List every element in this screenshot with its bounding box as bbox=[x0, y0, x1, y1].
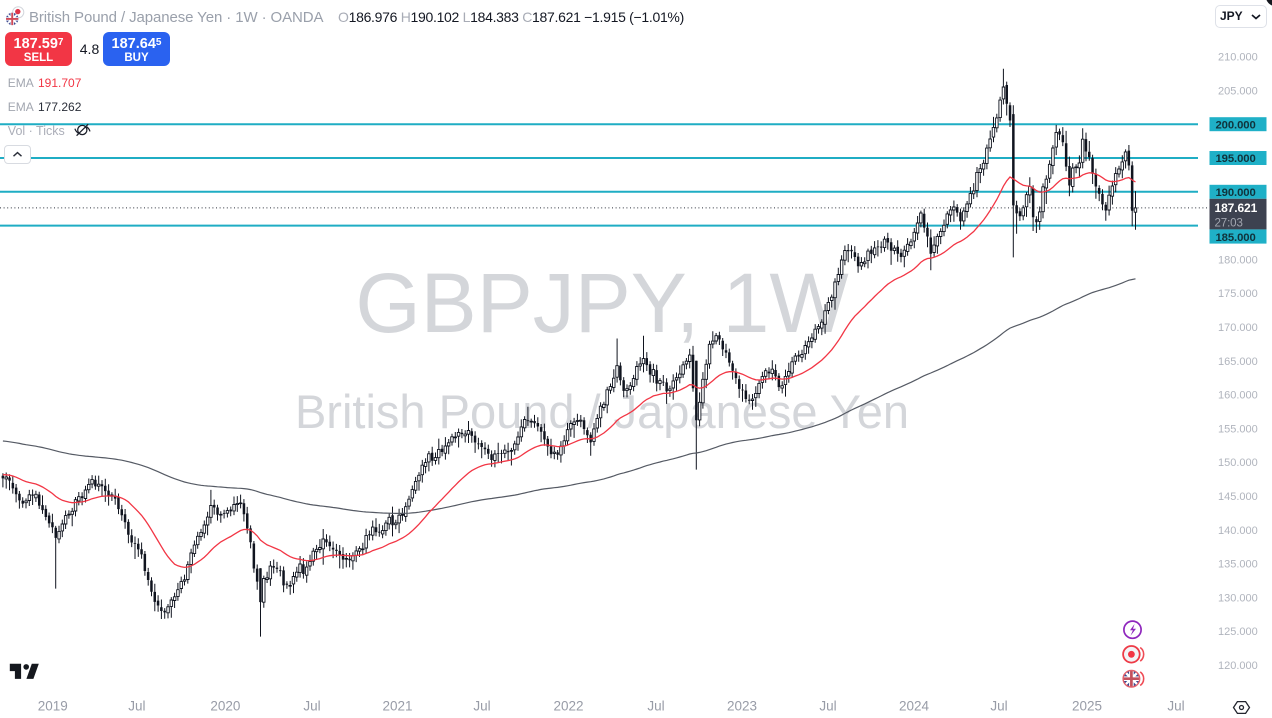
svg-text:Jul: Jul bbox=[128, 699, 145, 714]
svg-text:210.000: 210.000 bbox=[1218, 52, 1258, 64]
svg-text:2025: 2025 bbox=[1072, 699, 1102, 714]
svg-text:200.000: 200.000 bbox=[1216, 119, 1256, 131]
svg-text:180.000: 180.000 bbox=[1218, 254, 1258, 266]
svg-text:125.000: 125.000 bbox=[1218, 626, 1258, 638]
svg-text:Jul: Jul bbox=[473, 699, 490, 714]
svg-text:Jul: Jul bbox=[1167, 699, 1184, 714]
svg-text:GBPJPY, 1W: GBPJPY, 1W bbox=[355, 256, 848, 350]
svg-text:170.000: 170.000 bbox=[1218, 322, 1258, 334]
svg-text:Jul: Jul bbox=[990, 699, 1007, 714]
svg-text:2020: 2020 bbox=[210, 699, 240, 714]
svg-text:135.000: 135.000 bbox=[1218, 559, 1258, 571]
svg-text:150.000: 150.000 bbox=[1218, 457, 1258, 469]
svg-text:195.000: 195.000 bbox=[1216, 153, 1256, 165]
svg-text:160.000: 160.000 bbox=[1218, 390, 1258, 402]
svg-text:155.000: 155.000 bbox=[1218, 423, 1258, 435]
svg-text:2024: 2024 bbox=[899, 699, 930, 714]
svg-text:Jul: Jul bbox=[819, 699, 836, 714]
svg-text:Jul: Jul bbox=[303, 699, 320, 714]
svg-text:205.000: 205.000 bbox=[1218, 85, 1258, 97]
svg-text:140.000: 140.000 bbox=[1218, 525, 1258, 537]
svg-text:27:03: 27:03 bbox=[1215, 217, 1243, 229]
svg-text:145.000: 145.000 bbox=[1218, 491, 1258, 503]
svg-text:165.000: 165.000 bbox=[1218, 356, 1258, 368]
svg-text:175.000: 175.000 bbox=[1218, 288, 1258, 300]
svg-text:Jul: Jul bbox=[647, 699, 664, 714]
svg-text:187.621: 187.621 bbox=[1215, 201, 1258, 215]
svg-text:185.000: 185.000 bbox=[1216, 232, 1256, 244]
svg-text:120.000: 120.000 bbox=[1218, 660, 1258, 672]
svg-text:190.000: 190.000 bbox=[1216, 187, 1256, 199]
svg-text:130.000: 130.000 bbox=[1218, 592, 1258, 604]
svg-text:2023: 2023 bbox=[727, 699, 757, 714]
svg-text:2021: 2021 bbox=[382, 699, 412, 714]
svg-text:2019: 2019 bbox=[38, 699, 68, 714]
svg-text:2022: 2022 bbox=[553, 699, 583, 714]
